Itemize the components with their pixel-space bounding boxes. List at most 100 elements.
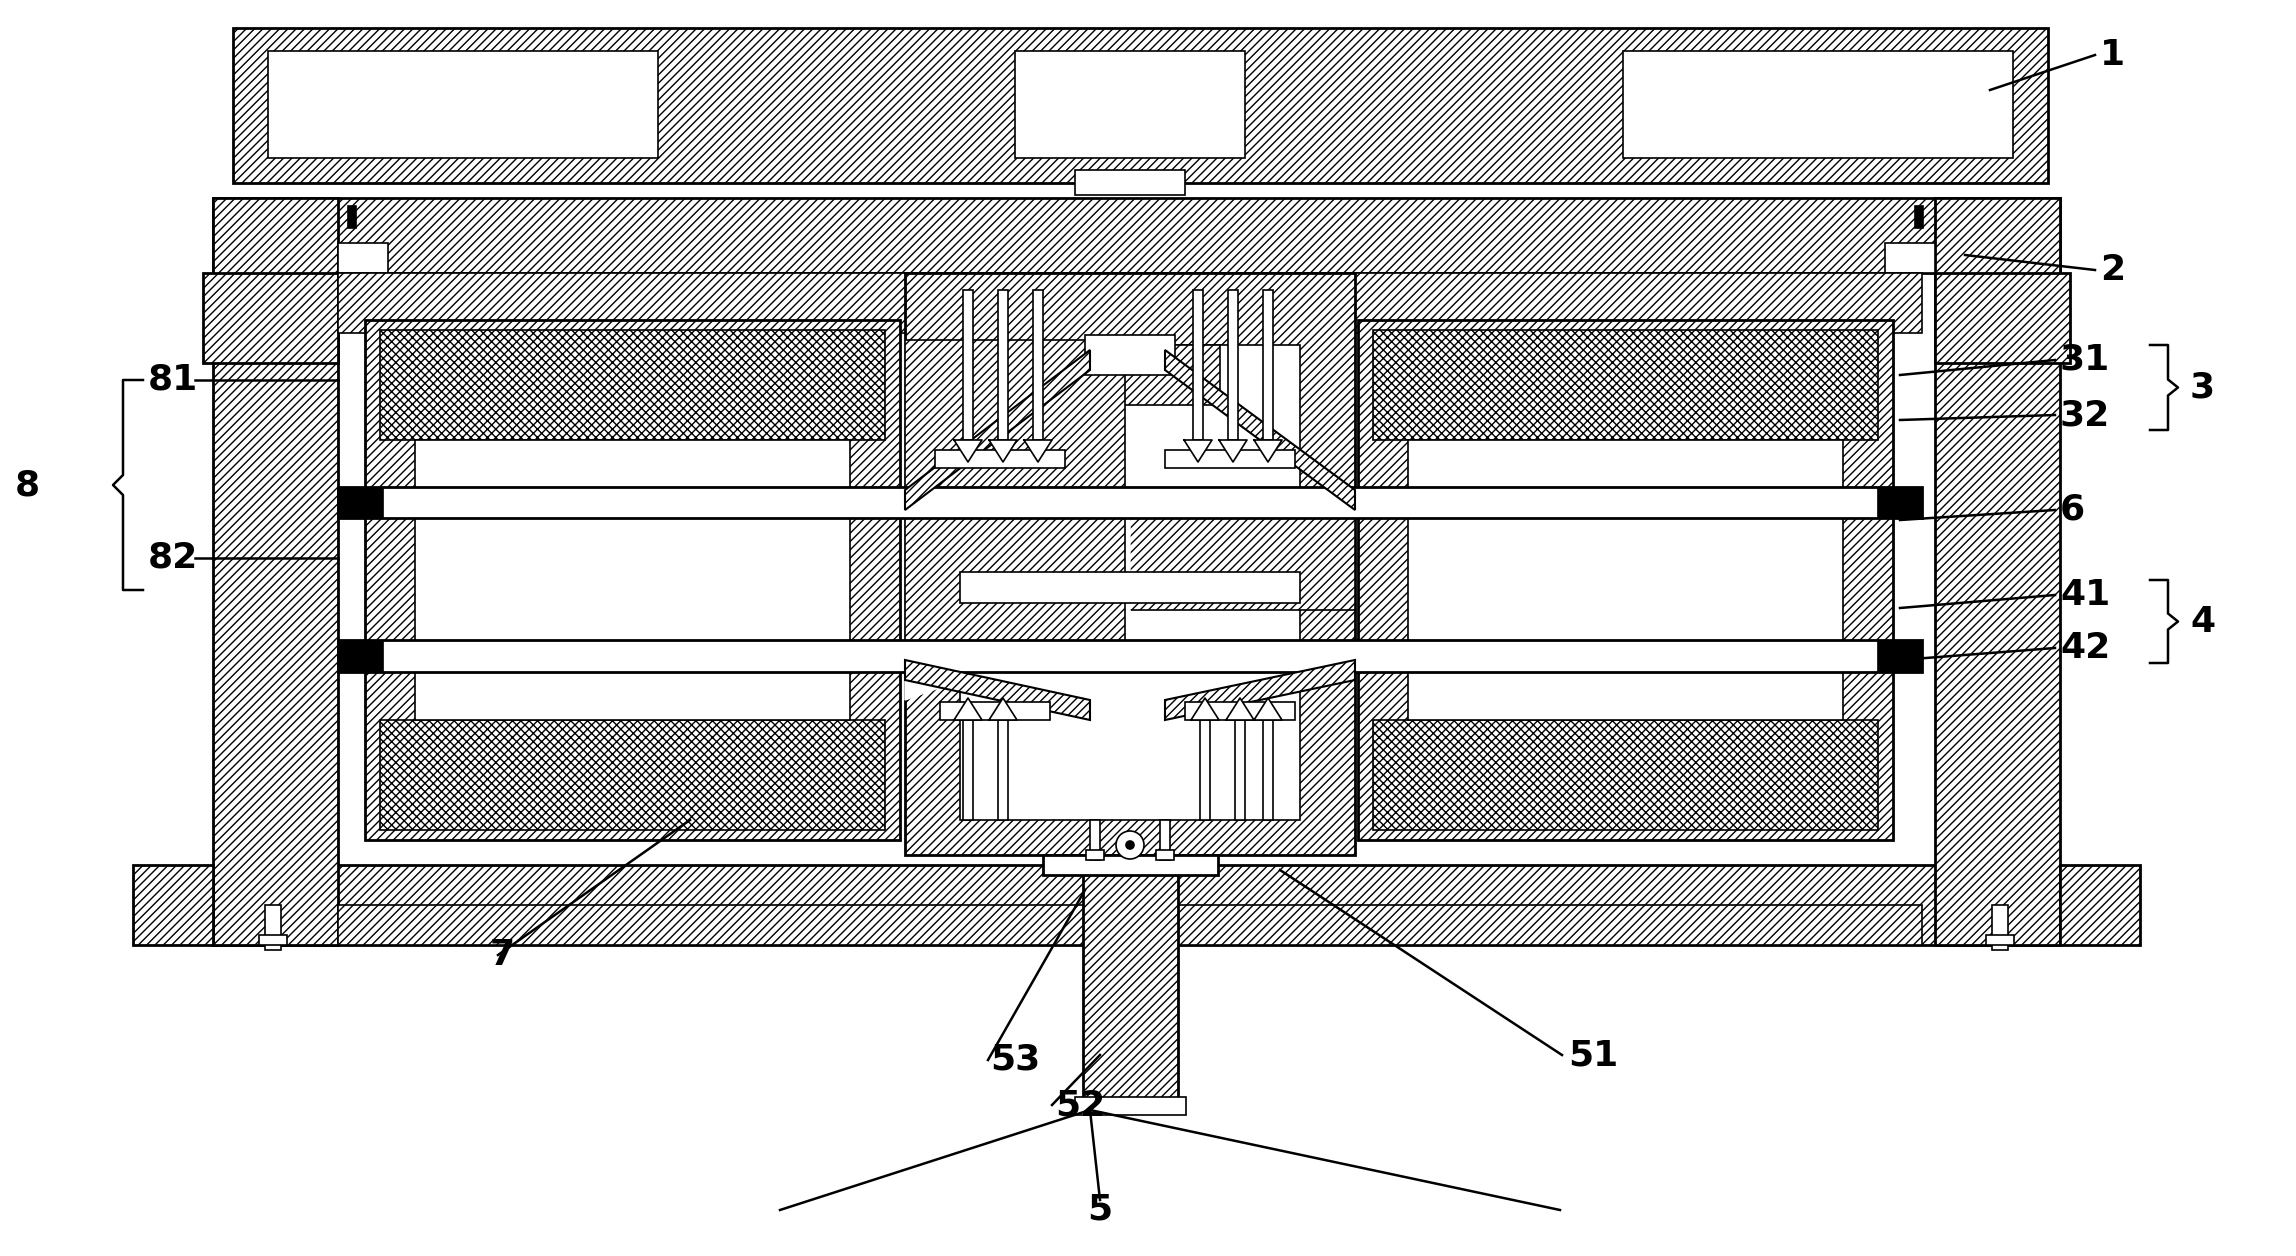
Text: 5: 5: [1088, 1193, 1114, 1227]
Text: 32: 32: [2060, 398, 2110, 432]
Bar: [962, 290, 974, 440]
Bar: [338, 641, 1922, 672]
Bar: [338, 487, 1922, 517]
Bar: [1373, 720, 1878, 830]
Bar: [264, 906, 280, 950]
Polygon shape: [905, 659, 1091, 720]
Bar: [1155, 850, 1173, 860]
Bar: [1263, 720, 1272, 820]
Bar: [338, 273, 1922, 333]
Bar: [338, 242, 388, 273]
Polygon shape: [1254, 440, 1281, 462]
Text: 52: 52: [1054, 1088, 1104, 1122]
Bar: [1878, 641, 1922, 672]
Bar: [905, 273, 1355, 855]
Bar: [1357, 320, 1892, 840]
Bar: [214, 198, 2060, 273]
Bar: [1993, 906, 2009, 950]
Circle shape: [1125, 842, 1134, 849]
Bar: [133, 865, 214, 945]
Bar: [1936, 273, 2071, 363]
Polygon shape: [955, 440, 983, 462]
Bar: [1407, 440, 1844, 720]
Bar: [960, 571, 1300, 603]
Bar: [1091, 820, 1100, 860]
Text: 41: 41: [2060, 578, 2110, 612]
Bar: [214, 865, 2060, 945]
Bar: [1986, 934, 2014, 945]
Bar: [1915, 206, 1924, 229]
Bar: [349, 206, 356, 229]
Bar: [1373, 330, 1878, 440]
Text: 53: 53: [990, 1042, 1040, 1076]
Text: 7: 7: [489, 938, 514, 972]
Text: 1: 1: [2101, 38, 2126, 72]
Bar: [214, 198, 338, 945]
Polygon shape: [1219, 440, 1247, 462]
Text: 3: 3: [2190, 371, 2216, 404]
Polygon shape: [905, 340, 1130, 700]
Bar: [1194, 290, 1203, 440]
Bar: [1159, 820, 1171, 860]
Polygon shape: [1024, 440, 1052, 462]
Bar: [1086, 335, 1176, 376]
Bar: [416, 440, 850, 720]
Bar: [905, 340, 1125, 490]
Bar: [1885, 242, 1936, 273]
Polygon shape: [990, 698, 1017, 720]
Bar: [1263, 290, 1272, 440]
Bar: [338, 487, 383, 517]
Bar: [1033, 290, 1042, 440]
Text: 82: 82: [147, 541, 197, 575]
Bar: [960, 605, 1300, 820]
Bar: [939, 702, 1049, 720]
Text: 6: 6: [2060, 494, 2085, 528]
Bar: [960, 345, 1300, 510]
Bar: [381, 330, 884, 440]
Bar: [1185, 702, 1295, 720]
Bar: [905, 495, 1355, 610]
Bar: [1235, 720, 1244, 820]
Bar: [934, 450, 1065, 468]
Text: 8: 8: [16, 468, 39, 502]
Bar: [1878, 487, 1922, 517]
Bar: [999, 290, 1008, 440]
Bar: [1086, 850, 1104, 860]
Bar: [1084, 855, 1178, 1100]
Bar: [962, 720, 974, 820]
Bar: [1040, 345, 1219, 404]
Bar: [381, 720, 884, 830]
Polygon shape: [990, 440, 1017, 462]
Text: 31: 31: [2060, 343, 2110, 377]
Bar: [338, 906, 1922, 945]
Circle shape: [1116, 831, 1143, 859]
Text: 81: 81: [147, 363, 197, 397]
Bar: [1201, 720, 1210, 820]
Text: 2: 2: [2101, 252, 2126, 288]
Bar: [1075, 1096, 1187, 1115]
Polygon shape: [1226, 698, 1254, 720]
Polygon shape: [1185, 440, 1212, 462]
Text: 4: 4: [2190, 604, 2216, 638]
Bar: [1164, 450, 1295, 468]
Bar: [2060, 865, 2140, 945]
Bar: [999, 720, 1008, 820]
Polygon shape: [955, 698, 983, 720]
Bar: [1228, 290, 1238, 440]
Bar: [338, 641, 383, 672]
Bar: [365, 320, 900, 840]
Bar: [1015, 51, 1244, 158]
Polygon shape: [1164, 350, 1355, 510]
Polygon shape: [1192, 698, 1219, 720]
Bar: [259, 934, 287, 945]
Text: 51: 51: [1568, 1037, 1619, 1073]
Polygon shape: [905, 350, 1091, 510]
Bar: [1623, 51, 2014, 158]
Bar: [1075, 170, 1185, 195]
Polygon shape: [1164, 659, 1355, 720]
Bar: [1936, 198, 2060, 945]
Bar: [1042, 855, 1217, 875]
Bar: [269, 51, 659, 158]
Text: 42: 42: [2060, 631, 2110, 664]
Bar: [905, 510, 1125, 659]
